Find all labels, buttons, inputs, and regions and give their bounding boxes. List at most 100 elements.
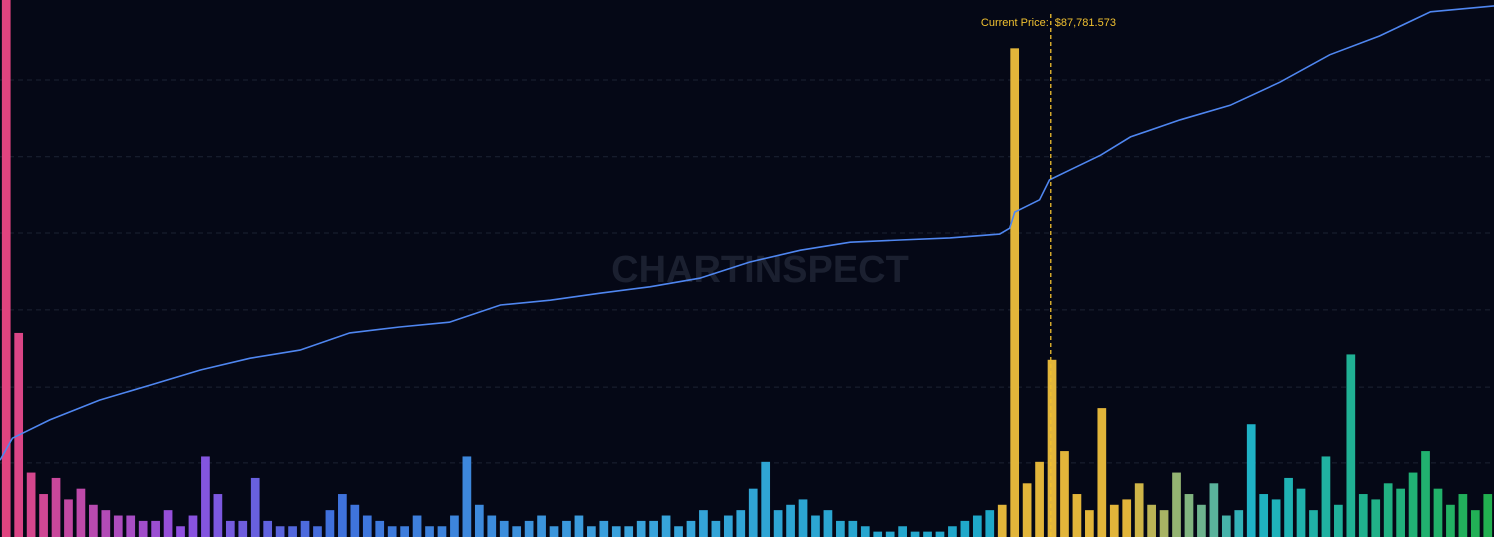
bar — [823, 510, 833, 537]
bar — [997, 504, 1007, 537]
current-price-value: $87,781.573 — [1055, 17, 1116, 29]
bar — [362, 515, 372, 537]
bar — [1209, 483, 1219, 537]
bar — [524, 520, 534, 537]
bar — [313, 526, 322, 537]
bar — [711, 520, 721, 537]
bar — [1483, 494, 1493, 537]
bar — [450, 515, 459, 537]
bar — [1271, 499, 1281, 537]
bar — [1134, 483, 1144, 537]
bar — [885, 531, 895, 537]
bar — [1246, 424, 1256, 537]
bar — [325, 510, 335, 537]
bar — [1, 0, 11, 537]
bar — [238, 520, 248, 537]
bar — [263, 520, 273, 537]
bar — [736, 510, 746, 537]
bar — [1296, 488, 1306, 537]
bar — [723, 515, 733, 537]
bar — [1109, 504, 1119, 537]
bar — [1159, 510, 1169, 537]
bar — [1184, 494, 1194, 537]
bar — [798, 499, 808, 537]
bar — [213, 494, 223, 537]
bar — [985, 510, 995, 537]
bar — [761, 461, 771, 537]
bar — [300, 520, 310, 537]
bar — [76, 488, 86, 537]
bar — [51, 477, 61, 537]
bar — [1172, 472, 1181, 537]
bar — [910, 531, 920, 537]
bar — [39, 494, 48, 537]
bar — [425, 526, 434, 537]
bar — [225, 520, 235, 537]
bar — [1085, 510, 1094, 537]
bar — [101, 510, 111, 537]
bar — [686, 520, 696, 537]
bar — [1458, 494, 1468, 537]
watermark: CHARTINSPECT — [611, 249, 909, 291]
bar — [611, 526, 621, 537]
bar — [836, 520, 845, 537]
bar — [1259, 494, 1269, 537]
bar — [674, 526, 683, 537]
bar — [1358, 494, 1368, 537]
bar — [1122, 499, 1132, 537]
cumulative-line — [0, 5, 1494, 461]
bar — [499, 520, 509, 537]
bar — [1408, 472, 1418, 537]
bar — [1035, 461, 1044, 537]
bar — [400, 526, 409, 537]
bar — [848, 520, 858, 537]
bar — [512, 526, 522, 537]
bar — [1334, 504, 1343, 537]
bar — [201, 456, 210, 537]
bar — [1047, 359, 1057, 537]
bar — [661, 515, 671, 537]
bar — [873, 531, 883, 537]
bar — [649, 520, 658, 537]
bar — [1072, 494, 1082, 537]
bar — [1446, 504, 1455, 537]
bar — [126, 515, 136, 537]
bar — [89, 504, 98, 537]
bar — [587, 526, 596, 537]
bar — [636, 520, 646, 537]
bar — [699, 510, 708, 537]
bar — [176, 526, 185, 537]
bar — [574, 515, 584, 537]
bar — [1097, 408, 1107, 537]
bar — [350, 504, 360, 537]
bar — [462, 456, 472, 537]
bar — [487, 515, 497, 537]
bar — [860, 526, 870, 537]
bar — [288, 526, 297, 537]
bar — [1197, 504, 1206, 537]
bar — [1346, 354, 1356, 537]
bar — [163, 510, 173, 537]
bar — [786, 504, 795, 537]
bar — [188, 515, 198, 537]
bar — [151, 520, 160, 537]
bar — [1010, 48, 1020, 537]
bar — [412, 515, 422, 537]
bar — [898, 526, 907, 537]
bar — [437, 526, 447, 537]
bar — [773, 510, 783, 537]
bar — [250, 477, 260, 537]
bar — [474, 504, 484, 537]
bar — [64, 499, 73, 537]
bar — [549, 526, 559, 537]
bar — [275, 526, 285, 537]
bar — [338, 494, 347, 537]
bar — [1383, 483, 1393, 537]
bar — [1321, 456, 1331, 537]
bar — [26, 472, 36, 537]
bar — [387, 526, 397, 537]
bar — [562, 520, 571, 537]
bar — [1022, 483, 1032, 537]
